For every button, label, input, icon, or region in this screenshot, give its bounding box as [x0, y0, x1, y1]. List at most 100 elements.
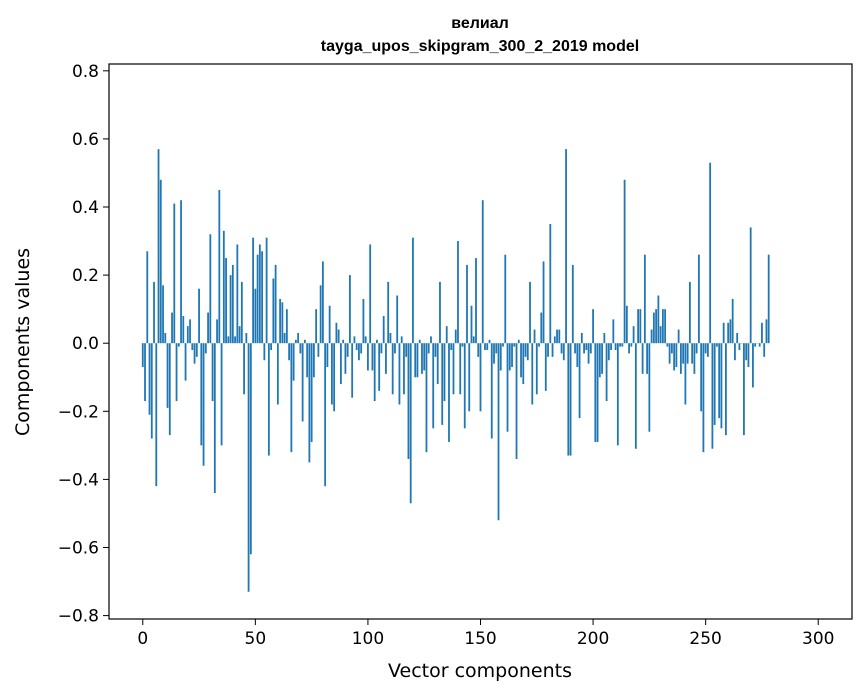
bar: [718, 343, 721, 419]
bar: [355, 343, 358, 351]
bar: [328, 305, 331, 344]
bar: [184, 343, 187, 381]
bar: [725, 343, 727, 436]
bar: [657, 295, 660, 344]
bar: [342, 339, 345, 344]
bar: [666, 343, 669, 347]
bar: [691, 343, 694, 364]
bar: [639, 309, 642, 344]
bar: [632, 326, 635, 344]
bar: [294, 339, 297, 344]
bar: [664, 309, 667, 344]
bar: [488, 339, 491, 344]
y-axis-ticks: −0.8 −0.6 −0.4 −0.2 0.0 0.2 0.4 0.6 0.8: [58, 62, 109, 627]
bar: [141, 343, 144, 368]
bar: [358, 343, 360, 361]
bar: [607, 343, 610, 361]
bar: [670, 343, 673, 354]
bar: [290, 343, 293, 453]
bar: [427, 343, 430, 354]
bar: [484, 343, 486, 351]
bars-layer: [141, 149, 770, 592]
bar: [538, 343, 540, 347]
bar: [162, 285, 164, 344]
bar: [752, 343, 754, 388]
bar: [439, 281, 441, 344]
bar: [436, 343, 439, 385]
bar: [571, 264, 574, 344]
bar: [213, 343, 216, 494]
bar: [547, 343, 549, 357]
bar: [335, 322, 338, 344]
bar: [403, 343, 405, 395]
bar: [679, 343, 682, 374]
bar: [382, 315, 385, 344]
bar: [623, 179, 626, 344]
bar: [655, 309, 658, 344]
bar: [576, 343, 579, 368]
bar: [220, 343, 223, 446]
bar: [434, 343, 437, 357]
bar: [448, 343, 450, 442]
bar: [238, 326, 241, 344]
x-tick-label: 250: [689, 629, 721, 649]
bar: [565, 149, 567, 344]
bar: [445, 326, 448, 344]
bar: [227, 336, 230, 344]
bar: [637, 309, 640, 344]
bar: [767, 254, 770, 344]
bar: [540, 312, 543, 344]
bar: [144, 343, 146, 402]
bar: [625, 305, 628, 344]
bar: [362, 298, 365, 344]
bar: [396, 295, 399, 344]
bar: [743, 343, 745, 436]
chart-subtitle: tayga_upos_skipgram_300_2_2019 model: [321, 38, 639, 55]
y-tick-label: −0.6: [58, 538, 99, 558]
bar: [652, 312, 655, 344]
bar: [186, 326, 189, 344]
bar: [522, 343, 525, 385]
bar: [326, 343, 329, 368]
bar: [389, 332, 392, 344]
bar: [299, 343, 302, 354]
bar: [621, 343, 624, 347]
bar: [292, 343, 295, 381]
bar: [164, 332, 167, 344]
bar: [493, 343, 495, 364]
bar: [166, 343, 169, 408]
bar: [191, 343, 194, 351]
bar: [682, 343, 685, 364]
bar: [344, 343, 347, 374]
bar: [306, 343, 309, 378]
bar: [490, 343, 493, 439]
bar: [324, 343, 327, 487]
bar: [240, 281, 243, 344]
bar: [146, 251, 149, 344]
bar: [261, 251, 263, 344]
bar: [502, 343, 504, 347]
bar: [556, 329, 558, 344]
bar: [758, 343, 761, 347]
bar: [529, 281, 531, 344]
bar: [180, 200, 182, 344]
bar: [310, 343, 313, 442]
bar: [603, 332, 606, 344]
bar: [535, 343, 538, 395]
bar: [598, 343, 601, 378]
bar: [177, 343, 180, 347]
bar: [249, 343, 252, 555]
y-tick-label: 0.6: [72, 130, 99, 150]
bar: [574, 343, 576, 354]
bar: [686, 343, 689, 364]
y-tick-label: 0.4: [72, 198, 99, 218]
bar: [229, 275, 232, 344]
bar: [416, 343, 419, 378]
bar: [695, 343, 698, 354]
bar: [461, 343, 464, 347]
x-tick-label: 50: [245, 629, 267, 649]
bar: [587, 343, 590, 364]
bar: [542, 261, 545, 344]
bar: [367, 343, 369, 371]
